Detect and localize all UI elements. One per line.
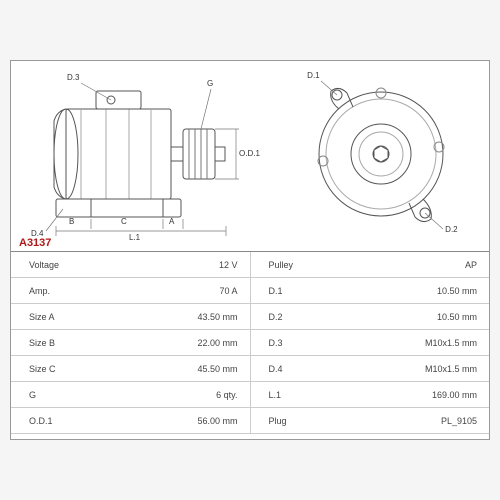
table-row: Size B22.00 mm xyxy=(11,330,250,356)
label-d2: D.2 xyxy=(445,225,457,234)
table-row: PulleyAP xyxy=(251,252,490,278)
spec-val: M10x1.5 mm xyxy=(373,338,489,348)
spec-key: Plug xyxy=(251,416,373,426)
table-row: G6 qty. xyxy=(11,382,250,408)
spec-val: 10.50 mm xyxy=(373,286,489,296)
diagram-front-view: D.1 D.2 xyxy=(281,61,489,251)
spec-val: 43.50 mm xyxy=(133,312,249,322)
label-od1: O.D.1 xyxy=(239,149,260,158)
spec-table: Voltage12 V Amp.70 A Size A43.50 mm Size… xyxy=(11,251,489,434)
spec-val: 10.50 mm xyxy=(373,312,489,322)
diagram-area: D.3 D.4 B C A L.1 G O.D.1 xyxy=(11,61,489,251)
spec-sheet: D.3 D.4 B C A L.1 G O.D.1 xyxy=(10,60,490,440)
table-row: Voltage12 V xyxy=(11,252,250,278)
table-row: Size A43.50 mm xyxy=(11,304,250,330)
spec-val: 6 qty. xyxy=(133,390,249,400)
spec-val: PL_9105 xyxy=(373,416,489,426)
label-d3: D.3 xyxy=(67,73,79,82)
spec-val: 56.00 mm xyxy=(133,416,249,426)
spec-key: D.4 xyxy=(251,364,373,374)
table-row: D.110.50 mm xyxy=(251,278,490,304)
label-g: G xyxy=(207,79,213,88)
spec-val: 22.00 mm xyxy=(133,338,249,348)
table-row: L.1169.00 mm xyxy=(251,382,490,408)
spec-key: O.D.1 xyxy=(11,416,133,426)
spec-key: D.1 xyxy=(251,286,373,296)
label-c: C xyxy=(121,217,127,226)
spec-key: D.2 xyxy=(251,312,373,322)
label-l1: L.1 xyxy=(129,233,140,242)
table-row: O.D.156.00 mm xyxy=(11,408,250,434)
spec-val: 12 V xyxy=(133,260,249,270)
spec-key: Voltage xyxy=(11,260,133,270)
spec-key: G xyxy=(11,390,133,400)
table-row: D.4M10x1.5 mm xyxy=(251,356,490,382)
spec-val: M10x1.5 mm xyxy=(373,364,489,374)
spec-key: Pulley xyxy=(251,260,373,270)
spec-val: AP xyxy=(373,260,489,270)
table-row: Amp.70 A xyxy=(11,278,250,304)
spec-key: L.1 xyxy=(251,390,373,400)
spec-col-right: PulleyAP D.110.50 mm D.210.50 mm D.3M10x… xyxy=(251,252,490,434)
part-number: A3137 xyxy=(19,237,51,249)
table-row: PlugPL_9105 xyxy=(251,408,490,434)
diagram-side-view: D.3 D.4 B C A L.1 G O.D.1 xyxy=(11,61,281,251)
spec-key: Size C xyxy=(11,364,133,374)
spec-key: D.3 xyxy=(251,338,373,348)
table-row: D.3M10x1.5 mm xyxy=(251,330,490,356)
label-d1: D.1 xyxy=(307,71,319,80)
table-row: D.210.50 mm xyxy=(251,304,490,330)
spec-val: 70 A xyxy=(133,286,249,296)
spec-key: Size A xyxy=(11,312,133,322)
spec-val: 169.00 mm xyxy=(373,390,489,400)
label-b: B xyxy=(69,217,74,226)
spec-key: Amp. xyxy=(11,286,133,296)
spec-col-left: Voltage12 V Amp.70 A Size A43.50 mm Size… xyxy=(11,252,251,434)
spec-key: Size B xyxy=(11,338,133,348)
spec-val: 45.50 mm xyxy=(133,364,249,374)
label-a: A xyxy=(169,217,174,226)
table-row: Size C45.50 mm xyxy=(11,356,250,382)
